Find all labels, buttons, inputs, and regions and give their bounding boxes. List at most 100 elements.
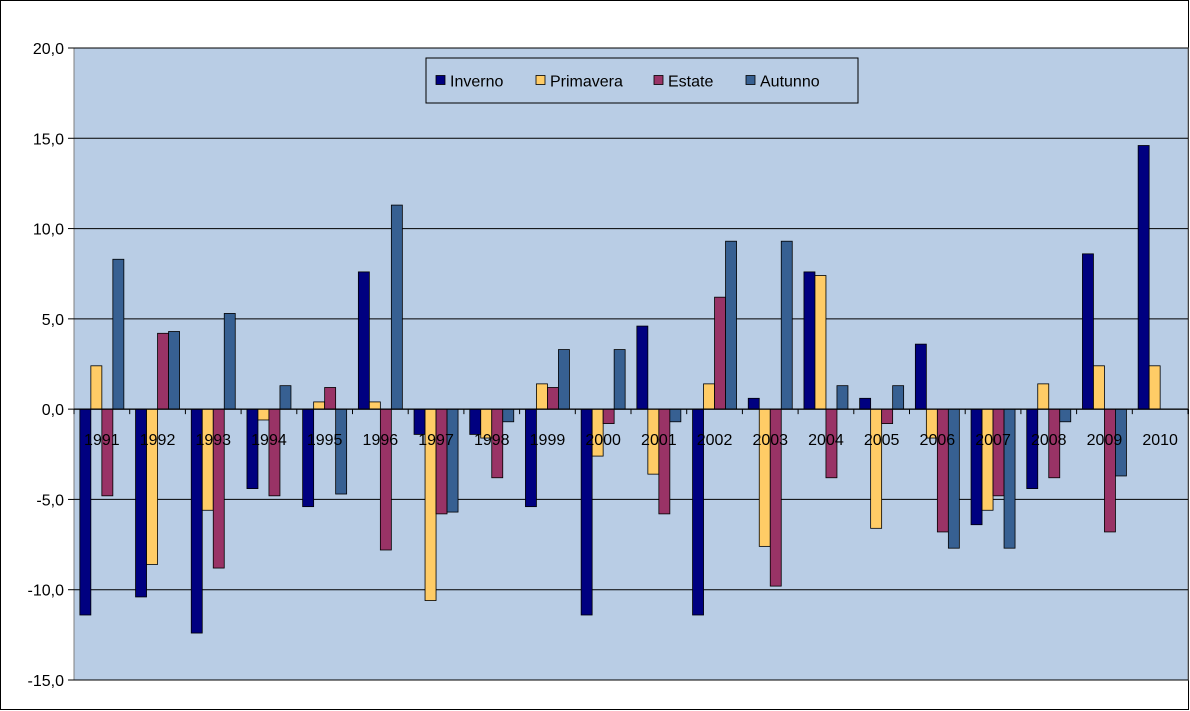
x-category-label: 2001 [641, 432, 677, 449]
bar-autunno-1996 [390, 204, 403, 410]
bar-inverno-2007 [970, 408, 983, 526]
bar-primavera-1996 [368, 401, 381, 410]
legend-swatch-autunno [745, 75, 756, 85]
x-category-label: 1992 [140, 432, 176, 449]
y-tick-label: 10,0 [33, 222, 64, 239]
x-axis-labels: 1991 1992 1993 1994 1995 1996 1997 1998 1999 2000… [84, 432, 1178, 449]
bar-inverno-2003 [747, 397, 760, 410]
bar-autunno-1997 [446, 408, 459, 513]
bar-estate-1994 [268, 408, 281, 497]
zero-axis [73, 408, 1189, 415]
bar-primavera-1994 [257, 408, 270, 421]
bar-primavera-2010 [1148, 365, 1161, 410]
bar-estate-1996 [379, 408, 392, 551]
bar-autunno-2005 [892, 385, 905, 410]
bar-autunno-2001 [669, 408, 682, 423]
bar-autunno-2004 [836, 385, 849, 410]
bar-autunno-2006 [947, 408, 960, 549]
bar-primavera-1999 [536, 383, 548, 410]
legend: Inverno Primavera Estate Autunno [425, 57, 859, 104]
bar-inverno-1997 [413, 408, 426, 435]
bar-estate-1992 [157, 332, 169, 410]
bar-primavera-2009 [1093, 365, 1105, 410]
y-axis-ticks: 20,0 15,0 10,0 5,0 0,0 -5,0 -10,0 -15,0 [28, 41, 74, 690]
legend-label-autunno: Autunno [760, 74, 820, 91]
x-category-label: 1994 [251, 432, 287, 449]
legend-label-primavera: Primavera [550, 74, 623, 91]
bar-primavera-1991 [90, 365, 103, 410]
bar-autunno-1995 [335, 408, 348, 495]
bar-autunno-2002 [725, 240, 737, 410]
bar-estate-2001 [658, 408, 671, 515]
x-category-label: 2005 [864, 432, 900, 449]
y-tick-label: -15,0 [28, 673, 65, 690]
x-category-label: 1997 [418, 432, 454, 449]
x-category-label: 1996 [363, 432, 399, 449]
x-category-label: 2006 [920, 432, 956, 449]
bar-autunno-1994 [279, 385, 292, 410]
bar-primavera-1993 [201, 408, 214, 511]
x-category-label: 1991 [84, 432, 120, 449]
legend-swatch-inverno [435, 75, 446, 85]
legend-label-estate: Estate [668, 74, 713, 91]
bar-estate-1995 [324, 387, 337, 410]
y-tick-label: 0,0 [42, 402, 64, 419]
x-category-label: 1999 [530, 432, 566, 449]
bar-autunno-1998 [502, 408, 515, 423]
bar-autunno-1991 [112, 258, 125, 410]
x-category-label: 2004 [808, 432, 844, 449]
y-tick-label: -10,0 [28, 583, 65, 600]
x-category-label: 1998 [474, 432, 510, 449]
bar-estate-1999 [547, 387, 559, 410]
bar-autunno-2003 [780, 240, 793, 410]
bar-inverno-1999 [525, 408, 537, 508]
bar-inverno-2006 [914, 343, 927, 410]
bar-primavera-2008 [1037, 383, 1050, 410]
x-category-label: 2000 [585, 432, 621, 449]
x-category-label: 2009 [1087, 432, 1123, 449]
x-category-label: 2007 [975, 432, 1011, 449]
bar-autunno-1999 [558, 349, 570, 410]
y-tick-label: 5,0 [42, 312, 64, 329]
bar-inverno-2009 [1082, 253, 1094, 410]
bar-inverno-2004 [803, 271, 816, 410]
y-tick-label: 15,0 [33, 131, 64, 148]
bar-primavera-2003 [758, 408, 771, 547]
plot-area [73, 47, 1189, 681]
bar-autunno-2008 [1059, 408, 1072, 423]
bar-inverno-1996 [357, 271, 370, 410]
bar-inverno-1995 [302, 408, 315, 508]
bar-estate-2007 [992, 408, 1005, 497]
bar-estate-2002 [714, 296, 726, 410]
bar-inverno-2005 [859, 397, 872, 410]
bar-inverno-1998 [469, 408, 482, 435]
bar-autunno-1993 [223, 313, 236, 410]
y-tick-label: 20,0 [33, 41, 64, 58]
bar-estate-2006 [936, 408, 949, 533]
bar-autunno-1992 [168, 331, 180, 410]
legend-swatch-estate [653, 75, 664, 85]
x-category-label: 1993 [195, 432, 231, 449]
bar-autunno-2000 [613, 349, 626, 410]
x-category-label: 2002 [697, 432, 733, 449]
bar-inverno-2010 [1137, 145, 1150, 410]
bar-estate-1991 [101, 408, 114, 497]
legend-box [425, 57, 859, 104]
legend-swatch-primavera [535, 75, 546, 85]
x-category-label: 1995 [307, 432, 343, 449]
bar-estate-2000 [602, 408, 615, 424]
x-category-label: 2008 [1031, 432, 1067, 449]
x-category-label: 2003 [752, 432, 788, 449]
legend-label-inverno: Inverno [450, 74, 503, 91]
bar-estate-2009 [1104, 408, 1116, 533]
bar-primavera-2007 [981, 408, 994, 511]
bar-autunno-2007 [1003, 408, 1016, 549]
bar-primavera-2005 [870, 408, 883, 529]
bar-primavera-2004 [814, 275, 827, 410]
y-tick-label: -5,0 [36, 492, 64, 509]
bar-inverno-2001 [636, 325, 649, 410]
bars [79, 145, 1161, 634]
bar-primavera-2002 [703, 383, 715, 410]
bar-primavera-1995 [313, 401, 326, 410]
